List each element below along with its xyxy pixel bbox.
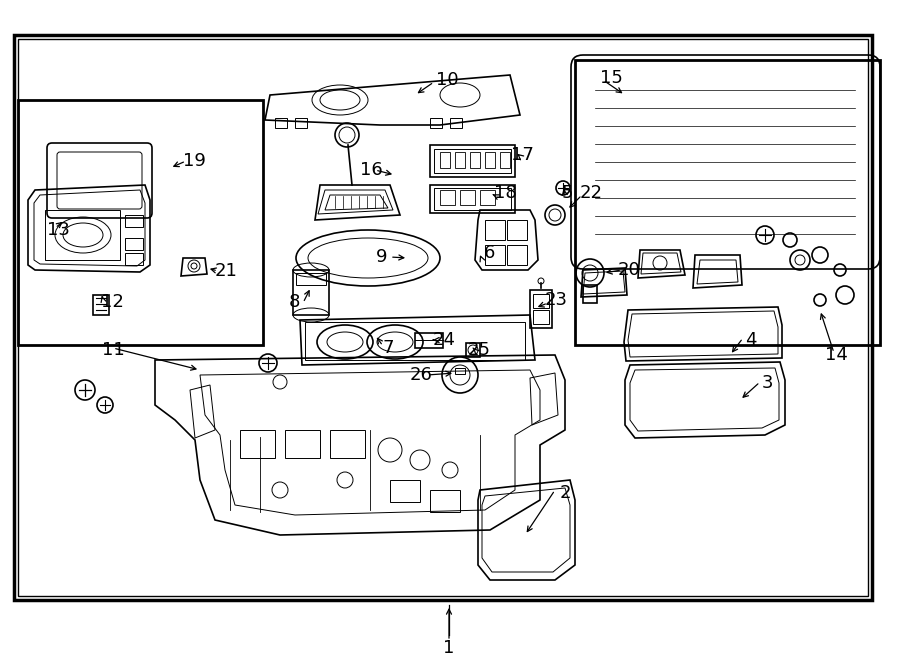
Bar <box>18 39 868 596</box>
Text: 6: 6 <box>484 244 495 262</box>
Text: 18: 18 <box>494 184 517 202</box>
Text: 7: 7 <box>383 339 394 357</box>
Text: 19: 19 <box>183 152 206 170</box>
Text: 21: 21 <box>215 262 238 280</box>
Bar <box>415 333 443 348</box>
Bar <box>434 149 511 173</box>
Bar <box>470 152 480 168</box>
Bar <box>275 118 287 128</box>
Text: 17: 17 <box>511 146 534 164</box>
Text: 2: 2 <box>559 484 571 502</box>
Bar <box>507 220 527 240</box>
Bar <box>390 480 420 502</box>
Text: 15: 15 <box>600 69 623 87</box>
Bar <box>18 100 263 345</box>
Text: 14: 14 <box>824 346 848 364</box>
Bar <box>440 190 455 205</box>
Text: 12: 12 <box>101 293 124 311</box>
Text: 4: 4 <box>745 331 757 349</box>
Text: 26: 26 <box>410 366 433 384</box>
Bar <box>295 118 307 128</box>
Bar <box>530 290 552 328</box>
Text: 20: 20 <box>618 261 641 279</box>
Bar <box>485 220 505 240</box>
Bar <box>450 118 462 128</box>
Bar <box>125 253 143 265</box>
Bar <box>485 245 505 265</box>
Bar <box>583 285 597 303</box>
Bar <box>455 152 465 168</box>
Bar <box>285 430 320 458</box>
Text: 5: 5 <box>562 184 572 202</box>
Bar <box>45 210 120 260</box>
Bar <box>296 273 326 285</box>
Text: 16: 16 <box>360 161 382 179</box>
Bar <box>125 238 143 250</box>
Text: 24: 24 <box>433 331 456 349</box>
Bar <box>575 60 880 345</box>
Bar <box>466 343 480 357</box>
Text: 25: 25 <box>468 341 491 359</box>
Text: 10: 10 <box>436 71 459 89</box>
Text: 3: 3 <box>762 374 773 392</box>
Bar <box>480 190 495 205</box>
Bar <box>330 430 365 458</box>
Text: 22: 22 <box>580 184 603 202</box>
Bar <box>430 185 515 213</box>
Bar <box>430 145 515 177</box>
Text: 9: 9 <box>376 248 388 266</box>
Text: 11: 11 <box>102 341 124 359</box>
Bar <box>533 310 549 324</box>
Bar <box>125 215 143 227</box>
Bar <box>430 118 442 128</box>
Bar <box>93 295 109 315</box>
Bar <box>500 152 510 168</box>
Bar <box>440 152 450 168</box>
Bar <box>460 190 475 205</box>
Bar <box>430 490 460 512</box>
Text: 23: 23 <box>545 291 568 309</box>
Bar <box>507 245 527 265</box>
Bar <box>14 35 872 600</box>
Text: 1: 1 <box>444 639 454 657</box>
Bar <box>434 188 511 210</box>
Text: 13: 13 <box>47 221 70 239</box>
Bar <box>305 322 525 360</box>
Bar <box>533 294 549 308</box>
Text: 8: 8 <box>289 293 301 311</box>
Bar <box>293 270 329 315</box>
Bar <box>240 430 275 458</box>
Bar <box>455 368 465 374</box>
Bar <box>485 152 495 168</box>
